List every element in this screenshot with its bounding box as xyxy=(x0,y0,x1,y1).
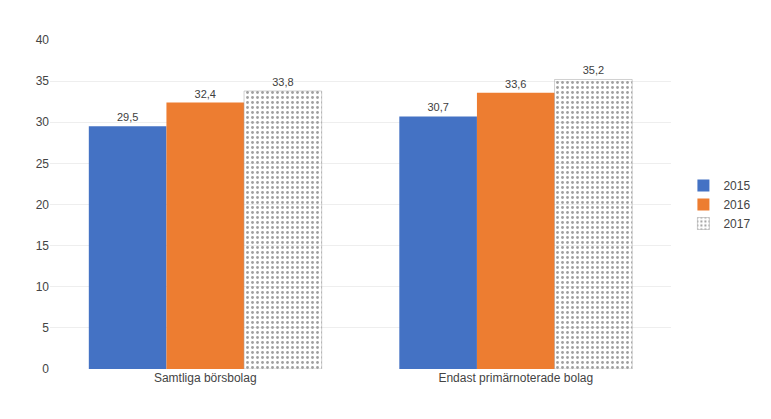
svg-text:0: 0 xyxy=(42,362,49,376)
svg-text:15: 15 xyxy=(36,239,50,253)
svg-text:33,6: 33,6 xyxy=(505,78,526,90)
svg-text:30,7: 30,7 xyxy=(427,101,448,113)
svg-text:25: 25 xyxy=(36,157,50,171)
svg-text:20: 20 xyxy=(36,198,50,212)
svg-text:10: 10 xyxy=(36,280,50,294)
svg-text:33,8: 33,8 xyxy=(272,76,293,88)
svg-text:2016: 2016 xyxy=(723,198,750,212)
svg-text:Samtliga börsbolag: Samtliga börsbolag xyxy=(154,371,257,385)
svg-text:2017: 2017 xyxy=(723,217,750,231)
svg-text:2015: 2015 xyxy=(723,179,750,193)
svg-text:29,5: 29,5 xyxy=(117,111,138,123)
svg-text:40: 40 xyxy=(36,33,50,47)
svg-text:5: 5 xyxy=(42,321,49,335)
svg-text:Endast primärnoterade bolag: Endast primärnoterade bolag xyxy=(438,371,593,385)
svg-text:35,2: 35,2 xyxy=(583,64,604,76)
svg-text:32,4: 32,4 xyxy=(195,88,216,100)
svg-text:30: 30 xyxy=(36,115,50,129)
svg-text:35: 35 xyxy=(36,74,50,88)
